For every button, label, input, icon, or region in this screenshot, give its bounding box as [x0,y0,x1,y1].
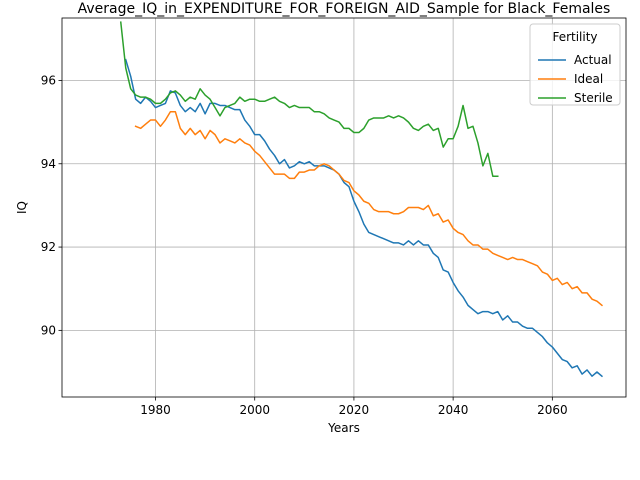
y-tick-label: 90 [41,323,56,337]
x-tick-label: 2020 [339,403,370,417]
legend-label-ideal: Ideal [574,72,603,86]
x-tick-label: 1980 [140,403,171,417]
x-tick-label: 2000 [239,403,270,417]
grid-lines [62,18,626,397]
legend: Fertility Actual Ideal Sterile [529,23,621,106]
legend-label-actual: Actual [574,53,612,67]
y-axis-label: IQ [15,201,29,214]
y-axis: 90 92 94 96 [41,73,62,337]
plot-frame [61,17,627,398]
x-tick-label: 2040 [438,403,469,417]
x-axis-label: Years [327,421,360,435]
legend-box [529,23,621,106]
y-tick-label: 96 [41,73,56,87]
series-line-ideal [134,110,603,307]
chart-title: Average_IQ_in_EXPENDITURE_FOR_FOREIGN_AI… [78,1,611,17]
legend-title: Fertility [552,30,597,44]
plot-lines [119,21,603,378]
series-line-sterile [119,21,499,178]
y-tick-label: 92 [41,240,56,254]
x-axis: 1980 2000 2020 2040 2060 [140,397,568,417]
series-line-actual [124,58,603,378]
y-tick-label: 94 [41,157,56,171]
legend-label-sterile: Sterile [574,91,613,105]
x-tick-label: 2060 [537,403,568,417]
legend-items: Actual Ideal Sterile [538,53,613,105]
